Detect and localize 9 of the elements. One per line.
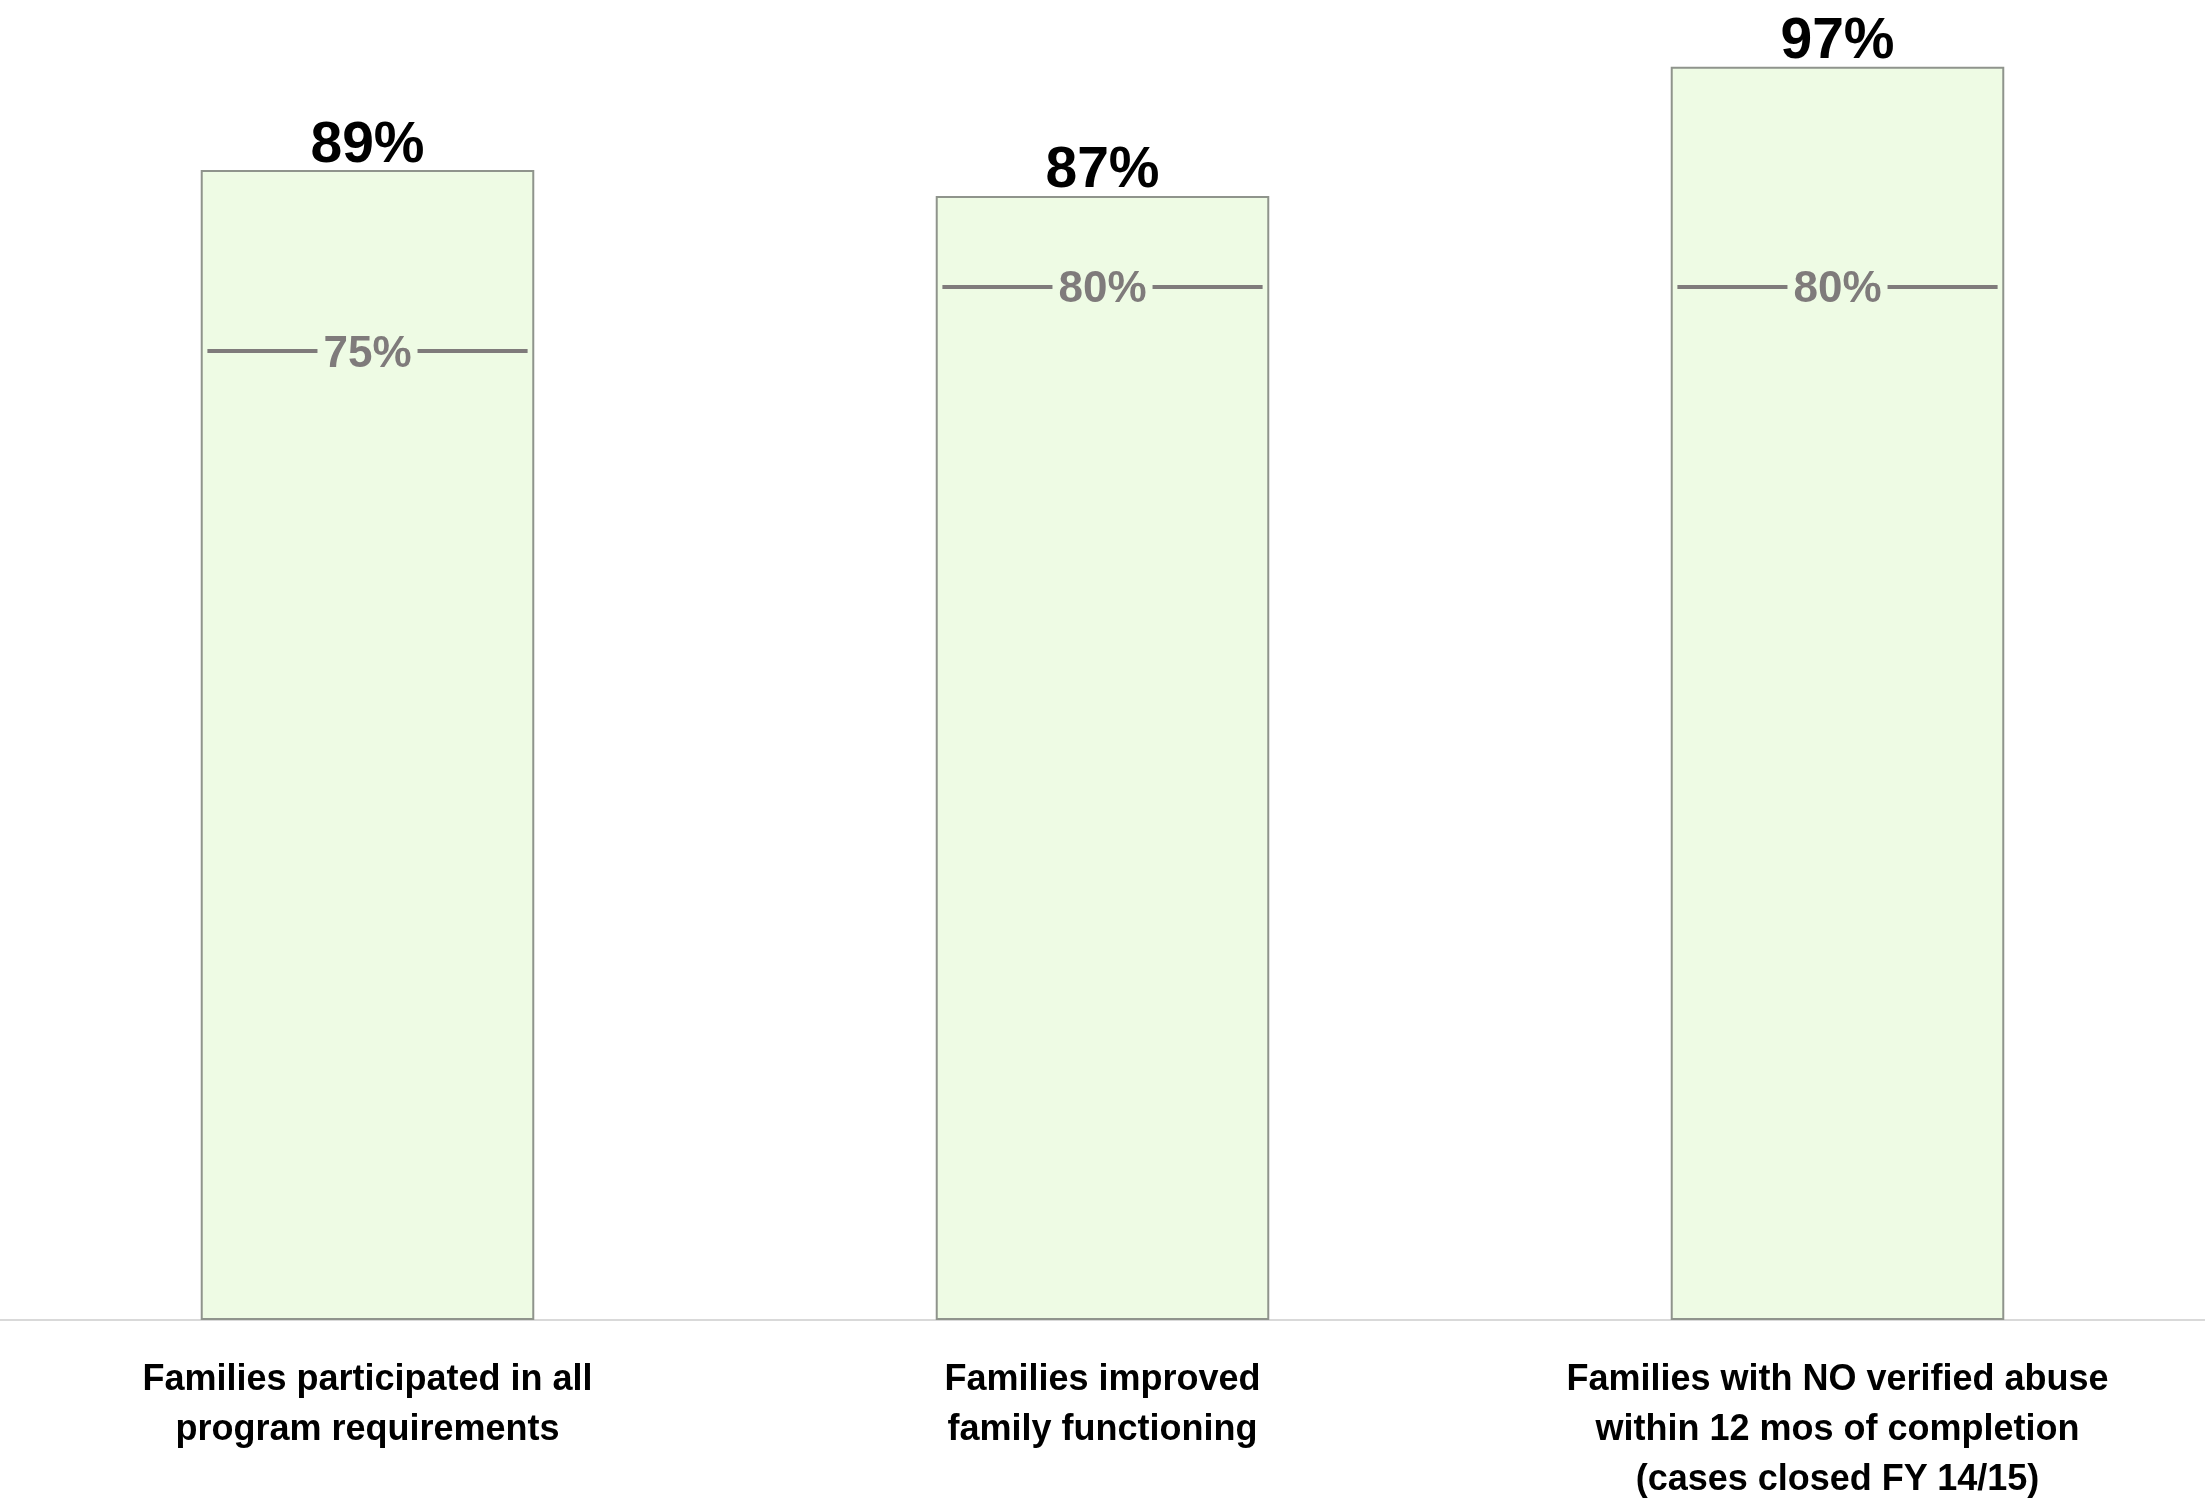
x-tick-label: Families with NO verified abuse within 12 mos of completion (cases closed FY 14/15) [1566,1356,2109,1498]
data-label: 87% [1045,135,1160,200]
x-tick-label: Families participated in all program requirements [142,1356,593,1448]
ref-line-label: 80% [1058,261,1147,311]
data-label: 97% [1780,6,1895,71]
ref-line-label: 80% [1793,261,1882,311]
x-tick-label: Families improved family functioning [944,1356,1261,1448]
ref-line-label: 75% [323,326,412,376]
data-label: 89% [310,109,425,174]
